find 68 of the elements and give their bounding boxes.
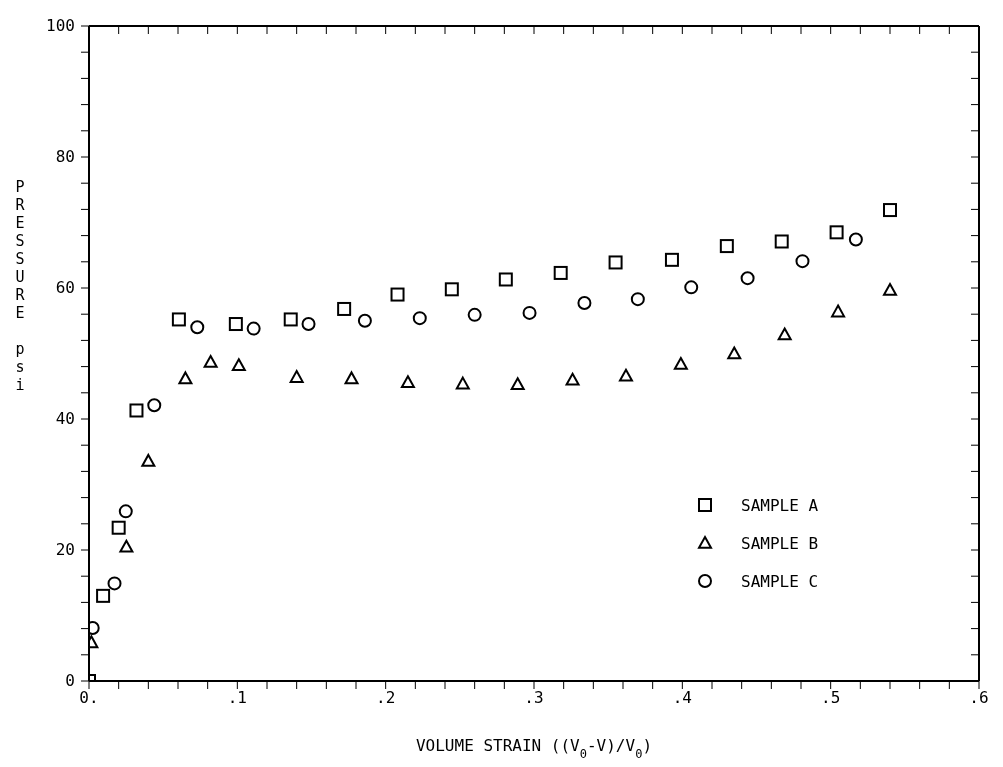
point xyxy=(412,311,427,326)
y-tick-label: 0 xyxy=(65,671,75,690)
y-tick-label: 40 xyxy=(55,409,75,428)
y-tick-label: 80 xyxy=(55,147,75,166)
point xyxy=(129,403,144,418)
y-axis-title: PRESSURE psi xyxy=(11,178,29,394)
y-tick-label: 100 xyxy=(46,16,75,35)
point xyxy=(774,234,789,249)
point xyxy=(883,282,897,296)
x-tick-label: .1 xyxy=(227,688,247,707)
x-tick-label: .3 xyxy=(524,688,544,707)
point xyxy=(719,239,734,254)
point xyxy=(455,376,470,390)
point xyxy=(118,504,133,519)
legend-label: SAMPLE B xyxy=(741,533,819,553)
point xyxy=(553,265,568,280)
point xyxy=(510,377,525,391)
point xyxy=(400,375,415,389)
point xyxy=(390,287,405,302)
x-tick-label: .2 xyxy=(376,688,396,707)
point xyxy=(664,252,679,267)
point xyxy=(740,271,755,286)
point xyxy=(337,301,352,316)
x-tick-label: .6 xyxy=(969,688,989,707)
x-axis-title: VOLUME STRAIN ((V$_{0}$-V)/V$_{0}$) xyxy=(415,736,653,761)
point xyxy=(357,313,372,328)
point xyxy=(829,225,844,240)
point xyxy=(111,520,126,535)
point xyxy=(577,296,592,311)
point xyxy=(608,255,623,270)
point xyxy=(283,312,298,327)
point xyxy=(831,304,846,318)
point xyxy=(228,317,243,332)
point xyxy=(301,317,316,332)
legend-label: SAMPLE C xyxy=(741,571,819,591)
point xyxy=(630,292,645,307)
point xyxy=(141,453,156,467)
y-tick-label: 60 xyxy=(55,278,75,297)
point xyxy=(522,305,537,320)
point xyxy=(684,280,699,295)
point xyxy=(231,358,246,372)
point xyxy=(246,321,261,336)
x-tick-label: .5 xyxy=(821,688,841,707)
point xyxy=(171,312,186,327)
point xyxy=(618,368,633,382)
point xyxy=(178,371,193,385)
y-tick-label: 20 xyxy=(55,540,75,559)
point xyxy=(344,371,359,385)
point xyxy=(96,588,111,603)
point xyxy=(119,539,134,553)
point xyxy=(190,320,205,335)
point xyxy=(883,203,897,218)
point xyxy=(848,232,863,247)
point xyxy=(467,307,482,322)
point xyxy=(107,576,122,591)
point xyxy=(727,346,742,360)
point xyxy=(444,282,459,297)
point xyxy=(777,327,792,341)
legend-label: SAMPLE A xyxy=(741,495,819,515)
point xyxy=(673,356,688,370)
point xyxy=(498,272,513,287)
point xyxy=(147,398,162,413)
x-tick-label: .4 xyxy=(672,688,692,707)
point xyxy=(795,254,810,269)
x-tick-label: 0. xyxy=(79,688,99,707)
point xyxy=(203,355,218,368)
point xyxy=(565,372,580,386)
point xyxy=(289,370,304,383)
